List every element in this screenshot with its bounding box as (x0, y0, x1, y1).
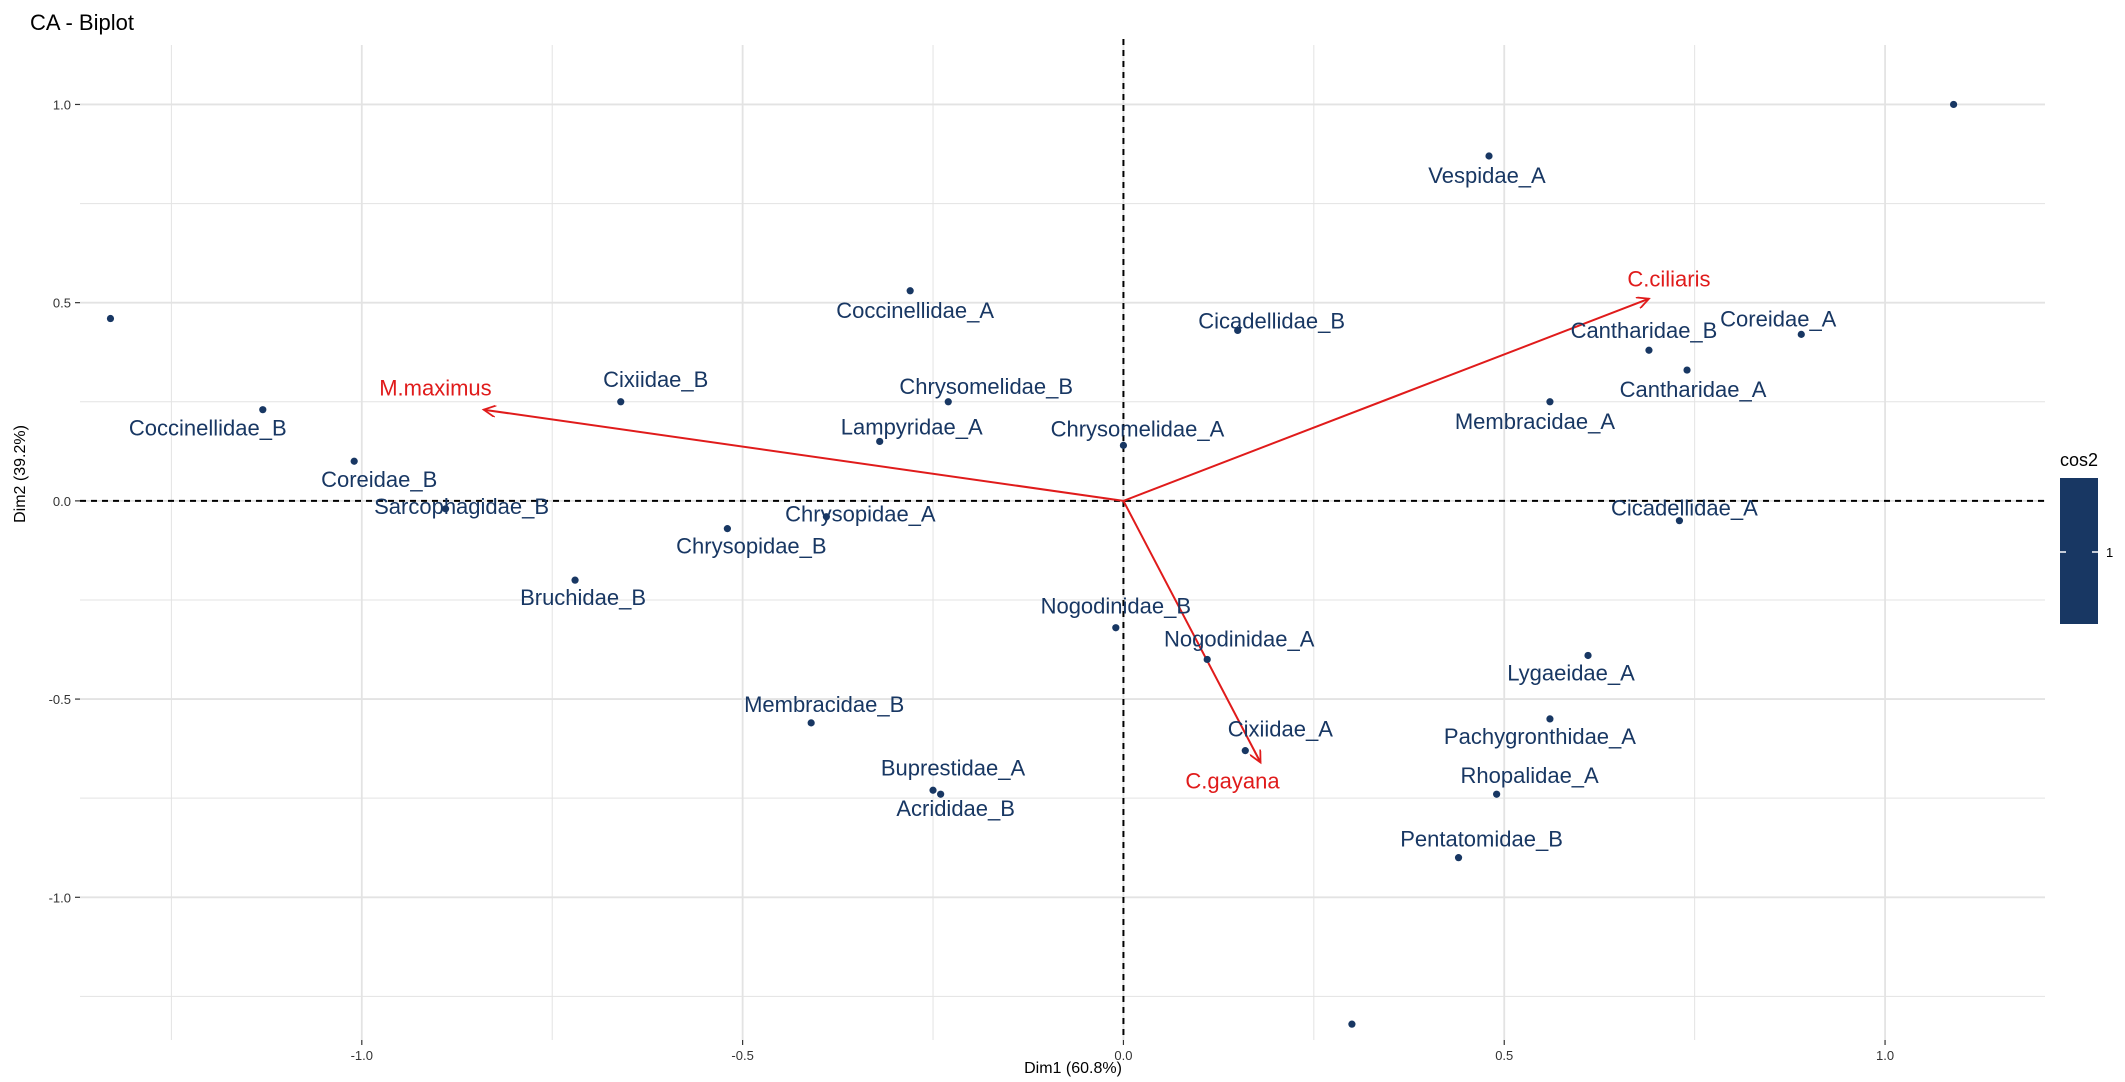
arrow-label: C.gayana (1185, 769, 1280, 794)
data-point (807, 719, 815, 727)
data-point (1797, 330, 1805, 338)
point-label: Chrysopidae_B (676, 534, 826, 559)
data-points (106, 100, 1958, 1028)
point-label: Chrysopidae_A (785, 502, 936, 527)
y-tick-label: 0.5 (53, 296, 71, 311)
legend-title: cos2 (2060, 450, 2098, 470)
arrow-vectors: M.maximus C.ciliaris C.gayana (379, 267, 1710, 794)
grid (80, 45, 2045, 1040)
point-label: Acrididae_B (896, 796, 1015, 821)
data-point (441, 505, 450, 513)
x-tick-label: 0.5 (1495, 1048, 1513, 1063)
data-point (929, 786, 937, 794)
point-label: Cicadellidae_B (1198, 308, 1345, 333)
point-label: Vespidae_A (1428, 163, 1546, 188)
data-point (822, 513, 830, 521)
data-point (1348, 1020, 1356, 1028)
point-label: Rhopalidae_A (1461, 763, 1600, 788)
point-label: Coreidae_A (1720, 306, 1837, 331)
data-point (1203, 655, 1211, 664)
point-label: Coccinellidae_B (129, 416, 287, 441)
point-label: Buprestidae_A (881, 755, 1026, 780)
arrow-label: M.maximus (379, 376, 491, 401)
chart-title: CA - Biplot (30, 10, 134, 35)
data-point (1645, 346, 1653, 354)
data-point (1454, 854, 1463, 862)
y-tick-label: 1.0 (53, 97, 71, 112)
legend-tick-label: 1 (2106, 545, 2113, 560)
data-point (1493, 790, 1501, 798)
data-point (1485, 152, 1493, 160)
point-label: Bruchidae_B (520, 585, 646, 610)
y-tick-label: -0.5 (49, 692, 71, 707)
point-label: Pachygronthidae_A (1444, 724, 1636, 749)
x-tick-label: -1.0 (351, 1048, 373, 1063)
data-point (1950, 100, 1958, 109)
data-point (571, 576, 579, 584)
data-point (1675, 517, 1684, 525)
point-label: Membracidae_A (1455, 409, 1616, 434)
data-point (876, 437, 884, 446)
point-label: Cicadellidae_A (1611, 496, 1758, 521)
arrow-c-ciliaris (1123, 299, 1649, 502)
point-labels: Coccinellidae_B Coreidae_BSarcophagidae_B… (129, 163, 1837, 852)
data-point (1119, 441, 1128, 449)
data-point (1584, 651, 1592, 660)
data-point (906, 287, 914, 295)
y-tick-label: 0.0 (53, 494, 71, 509)
point-label: Cixiidae_A (1228, 717, 1333, 742)
arrow-m-maximus (484, 410, 1124, 502)
data-point (1546, 398, 1554, 406)
data-point (1683, 366, 1691, 374)
point-label: Pentatomidae_B (1400, 827, 1563, 852)
x-tick-label: -0.5 (731, 1048, 753, 1063)
point-label: Chrysomelidae_A (1051, 416, 1225, 441)
data-point (944, 398, 952, 406)
arrow-c-gayana (1122, 500, 1260, 763)
data-point (617, 398, 625, 406)
y-axis-title: Dim2 (39.2%) (12, 425, 29, 523)
point-label: Chrysomelidae_B (899, 374, 1073, 399)
point-label: Coccinellidae_A (836, 298, 994, 323)
legend-colorbar (2060, 478, 2098, 624)
point-label: Lampyridae_A (841, 414, 983, 439)
point-label: Membracidae_B (744, 692, 904, 717)
point-label: Cantharidae_B (1571, 318, 1718, 343)
point-label: Cantharidae_A (1620, 377, 1767, 402)
point-label: Sarcophagidae_B (374, 494, 549, 519)
data-point (350, 457, 358, 465)
point-label: Nogodinidae_B (1041, 594, 1191, 619)
data-point (259, 406, 267, 414)
point-label: Cixiidae_B (603, 367, 708, 392)
arrow-label: C.ciliaris (1627, 267, 1710, 292)
data-point (723, 525, 731, 533)
point-label: Coreidae_B (321, 467, 437, 492)
x-tick-label: 0.0 (1114, 1048, 1132, 1063)
data-point (1546, 715, 1554, 723)
point-label: Lygaeidae_A (1507, 660, 1635, 685)
data-point (106, 314, 115, 323)
data-point (1234, 326, 1242, 335)
x-tick-label: 1.0 (1876, 1048, 1894, 1063)
point-label: Nogodinidae_A (1164, 626, 1315, 651)
data-point (1241, 747, 1249, 755)
legend: cos2 1 (2060, 450, 2113, 624)
data-point (937, 790, 945, 798)
x-axis-title: Dim1 (60.8%) (1024, 1060, 1122, 1077)
axes: -1.0 -0.5 0.0 0.5 1.0 -1.0 -0.5 0.0 0.5 1.0 (49, 39, 2045, 1063)
data-point (1112, 624, 1120, 632)
y-tick-label: -1.0 (49, 890, 71, 905)
